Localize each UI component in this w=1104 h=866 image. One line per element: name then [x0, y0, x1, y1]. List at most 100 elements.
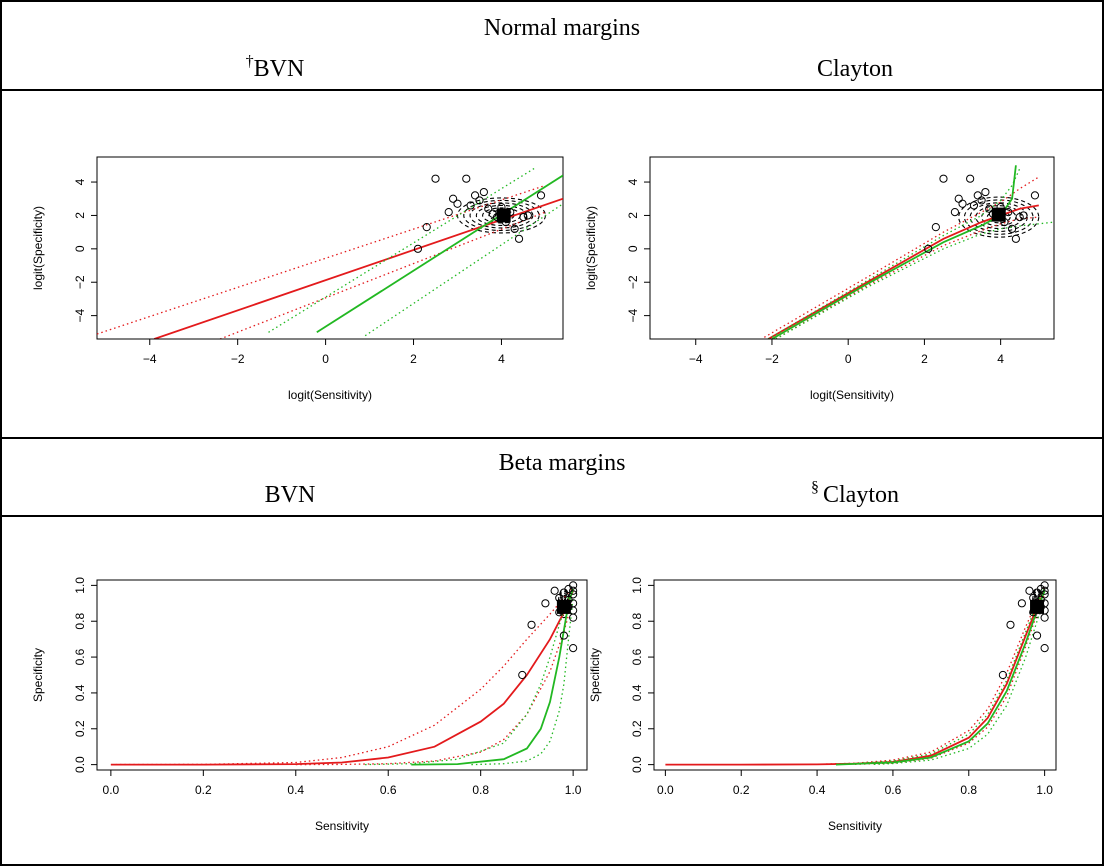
y-tick-label: 0.6	[630, 648, 644, 665]
data-point	[523, 211, 532, 220]
x-tick-label: 1.0	[565, 783, 582, 797]
x-axis-label: Sensitivity	[315, 819, 369, 833]
x-axis-label: logit(Sensitivity)	[288, 388, 372, 402]
data-point	[569, 586, 578, 595]
plot-frame	[653, 579, 1057, 771]
data-point	[1006, 620, 1015, 629]
data-point	[431, 174, 440, 183]
contour-ellipse	[958, 196, 1040, 238]
series-line-1-dotted	[110, 586, 574, 766]
series-line-4-dotted	[365, 586, 574, 766]
data-point	[1032, 631, 1042, 640]
y-tick-label: 1.0	[630, 577, 644, 594]
series-line-2-dotted	[775, 216, 1039, 339]
summary-point	[496, 208, 511, 223]
x-axis-label: Sensitivity	[828, 819, 882, 833]
data-point	[527, 620, 536, 629]
data-point	[514, 234, 524, 243]
x-tick-label: 0.8	[472, 783, 489, 797]
data-point	[1040, 590, 1049, 599]
section-title-normal-margins: Normal margins	[484, 15, 640, 41]
data-point	[444, 208, 453, 217]
data-point	[950, 208, 960, 217]
x-tick-label: −2	[765, 352, 779, 366]
data-point	[969, 201, 979, 210]
data-point	[1011, 234, 1020, 243]
y-tick-label: 0	[626, 245, 640, 252]
data-point	[1040, 581, 1049, 590]
data-point	[470, 191, 480, 200]
panel-title-text: Clayton	[823, 482, 899, 508]
x-tick-label: 2	[410, 352, 417, 366]
series-line-0-solid	[110, 590, 574, 766]
data-point	[981, 187, 990, 197]
plot-data	[763, 165, 1054, 339]
y-tick-label: 0.4	[73, 684, 87, 701]
plot-area: −4 −2 0 2 4 −4 −2 0 2 4 logit(Sensitivity) logit(Sp…	[31, 156, 1057, 833]
data-point	[569, 613, 578, 622]
y-tick-label: 4	[626, 178, 640, 185]
data-point	[484, 204, 493, 213]
data-point	[413, 244, 423, 253]
chart-panel-1: −4 −2 0 2 4 −4 −2 0 2 4 logit(Sensitivity) logit(Sp…	[584, 156, 1055, 402]
data-point	[977, 196, 986, 205]
x-axis-label: logit(Sensitivity)	[810, 388, 894, 402]
plot-data	[97, 166, 563, 339]
chart-panel-3: 0.0 0.2 0.4 0.6 0.8 1.0 0.0 0.2 0.4 0.6 0.8 1.0 Sens…	[588, 577, 1057, 833]
contour-ellipse	[986, 210, 1011, 224]
contour-ellipse	[469, 202, 534, 229]
data-point	[479, 187, 488, 197]
data-point	[998, 670, 1008, 680]
summary-point	[991, 207, 1006, 222]
x-tick-label: 0.8	[960, 783, 977, 797]
data-point	[1040, 644, 1049, 653]
y-tick-label: −2	[73, 275, 87, 289]
data-point	[1015, 213, 1024, 222]
x-tick-label: 2	[921, 352, 928, 366]
data-point	[541, 599, 550, 608]
panel-title-text: BVN	[254, 56, 305, 82]
x-tick-label: 0.6	[885, 783, 902, 797]
series-line-5-dotted	[364, 203, 563, 337]
x-tick-label: 0.4	[809, 783, 826, 797]
x-tick-label: 4	[498, 352, 505, 366]
y-tick-label: −2	[626, 275, 640, 289]
data-point	[954, 194, 963, 203]
y-tick-label: 0.6	[73, 648, 87, 665]
y-tick-label: 2	[626, 212, 640, 219]
y-tick-label: 4	[73, 178, 87, 185]
data-point	[518, 670, 527, 680]
x-tick-label: 0.0	[657, 783, 674, 797]
x-tick-label: 0.4	[287, 783, 304, 797]
x-tick-label: 4	[997, 352, 1004, 366]
x-tick-label: 0.0	[103, 783, 120, 797]
series-line-5-dotted	[873, 597, 1046, 765]
series-line-3-solid	[411, 588, 574, 766]
series-line-2-dotted	[854, 594, 1046, 765]
data-point	[559, 631, 568, 640]
summary-point	[556, 599, 571, 614]
data-point	[569, 644, 578, 653]
x-tick-label: 0	[845, 352, 852, 366]
data-point	[550, 586, 559, 595]
y-tick-label: 0.8	[630, 613, 644, 630]
x-tick-label: 0.6	[380, 783, 397, 797]
contour-ellipse	[975, 205, 1023, 230]
data-point	[462, 174, 471, 183]
panel-title-beta-bvn: BVN	[265, 482, 316, 508]
series-line-0-solid	[153, 197, 563, 339]
series-line-3-solid	[771, 165, 1017, 339]
panel-title-beta-clayton: § Clayton	[811, 479, 899, 508]
y-axis-label: Specificity	[31, 648, 45, 702]
y-axis-label: logit(Specificity)	[584, 206, 598, 290]
series-line-0-solid	[767, 204, 1039, 339]
y-tick-label: −4	[626, 308, 640, 322]
dagger-mark: †	[246, 53, 254, 70]
plot-data	[665, 581, 1049, 766]
contour-ellipse	[963, 199, 1034, 235]
y-tick-label: 0.2	[630, 720, 644, 737]
data-point	[536, 191, 546, 200]
y-axis-label: logit(Specificity)	[31, 206, 45, 290]
section-mark: §	[811, 479, 819, 496]
